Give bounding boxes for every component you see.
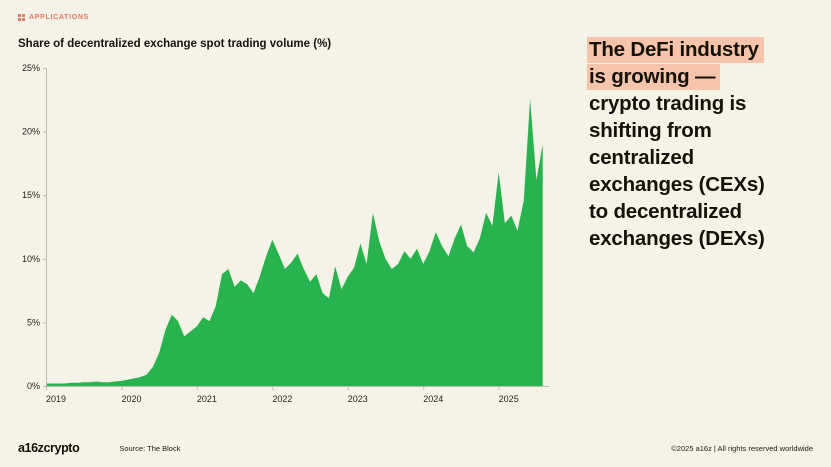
area-series [46,98,543,386]
headline: The DeFi industry is growing — crypto trad… [587,36,825,252]
y-tick-label: 0% [27,381,40,391]
x-tick-label: 2023 [348,394,368,404]
dex-share-area-chart: 0% 5% 10% 15% 20% 25% 2019 2020 2021 2022 2023 2024… [22,63,549,404]
y-tick-label: 10% [22,254,40,264]
x-tick-label: 2024 [423,394,443,404]
grid-icon [18,14,25,21]
y-tick-label: 20% [22,127,40,137]
logo-a16zcrypto: a16zcrypto [18,441,80,455]
x-tick-label: 2021 [197,394,217,404]
eyebrow: APPLICATIONS [18,14,89,21]
headline-line: exchanges (DEXs) [589,227,765,250]
headline-line: shifting from [589,119,712,142]
copyright: ©2025 a16z | All rights reserved worldwi… [671,443,813,453]
headline-line: The DeFi industry [587,36,825,63]
x-tick-label: 2020 [121,394,141,404]
y-tick-label: 25% [22,63,40,73]
headline-line: is growing — [587,63,825,90]
eyebrow-label: APPLICATIONS [29,14,89,21]
x-tick-label: 2025 [499,394,519,404]
headline-line: centralized [589,146,694,169]
chart-title: Share of decentralized exchange spot tra… [18,38,332,50]
headline-line: to decentralized [589,200,742,223]
x-tick-label: 2019 [46,394,66,404]
footer: a16zcrypto Source: The Block ©2025 a16z … [18,441,813,455]
chart-area: 0% 5% 10% 15% 20% 25% 2019 2020 2021 2022 2023 2024… [10,60,570,417]
y-tick-label: 15% [22,190,40,200]
source-label: Source: The Block [119,443,181,453]
y-tick-label: 5% [27,317,40,327]
x-tick-label: 2022 [272,394,292,404]
headline-line: exchanges (CEXs) [589,173,765,196]
headline-line: crypto trading is [589,92,747,115]
